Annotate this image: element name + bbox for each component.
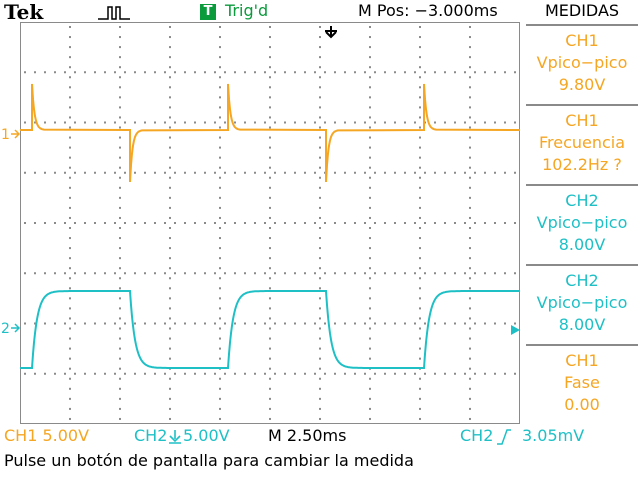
ch2-scale-label[interactable]: CH2 bbox=[134, 426, 168, 445]
run-acquisition-icon bbox=[98, 6, 130, 20]
horizontal-position: M Pos: −3.000ms bbox=[358, 1, 498, 20]
trigger-status: Trig'd bbox=[225, 1, 269, 20]
trigger-source[interactable]: CH2 bbox=[460, 426, 494, 445]
ch2-waveform bbox=[20, 290, 520, 369]
trigger-level-marker bbox=[511, 325, 520, 335]
menu-separator bbox=[526, 184, 638, 186]
measurement-value: 9.80V bbox=[558, 75, 606, 94]
trigger-position-marker bbox=[325, 26, 337, 39]
rising-edge-icon bbox=[497, 429, 511, 445]
measurement-4[interactable]: CH2 Vpico−pico 8.00V bbox=[526, 266, 638, 344]
ch2-marker-label: 2 bbox=[1, 321, 10, 337]
ch2-scale-value[interactable]: 5.00V bbox=[183, 426, 230, 445]
top-bar: Tek T Trig'd M Pos: −3.000ms MEDIDAS bbox=[0, 0, 640, 24]
measurement-3[interactable]: CH2 Vpico−pico 8.00V bbox=[526, 186, 638, 264]
measurement-name: Frecuencia bbox=[538, 133, 626, 152]
menu-separator bbox=[526, 104, 638, 106]
measurement-source: CH1 bbox=[565, 31, 599, 50]
measurement-source: CH1 bbox=[565, 351, 599, 370]
measurement-value: 0.00 bbox=[564, 395, 600, 414]
ch1-ground-marker: 1 bbox=[1, 127, 21, 143]
measurement-value: 102.2Hz ? bbox=[542, 155, 622, 174]
timebase[interactable]: M 2.50ms bbox=[268, 426, 347, 445]
measurement-name: Fase bbox=[564, 373, 600, 392]
ch1-scale[interactable]: CH1 5.00V bbox=[4, 426, 90, 445]
help-message: Pulse un botón de pantalla para cambiar … bbox=[4, 451, 414, 470]
measurement-source: CH1 bbox=[565, 111, 599, 130]
measurement-1[interactable]: CH1 Vpico−pico 9.80V bbox=[526, 26, 638, 104]
measurement-value: 8.00V bbox=[558, 315, 606, 334]
trigger-badge: T bbox=[200, 4, 216, 20]
measurement-name: Vpico−pico bbox=[536, 213, 628, 232]
bandwidth-limit-icon bbox=[169, 430, 181, 444]
measurement-source: CH2 bbox=[565, 271, 599, 290]
ch2-ground-marker: 2 bbox=[1, 321, 21, 337]
measurement-value: 8.00V bbox=[558, 235, 606, 254]
trigger-level[interactable]: 3.05mV bbox=[522, 426, 585, 445]
ch1-marker-label: 1 bbox=[1, 127, 10, 143]
menu-separator bbox=[526, 344, 638, 346]
status-bar: CH1 5.00V CH2 5.00V M 2.50ms CH2 3.05mV bbox=[0, 426, 640, 448]
measure-menu-title: MEDIDAS bbox=[544, 1, 620, 20]
menu-separator bbox=[526, 24, 638, 26]
measurement-2[interactable]: CH1 Frecuencia 102.2Hz ? bbox=[526, 106, 638, 184]
brand-logo: Tek bbox=[4, 0, 44, 24]
ch1-waveform bbox=[20, 83, 520, 183]
measurement-source: CH2 bbox=[565, 191, 599, 210]
graticule-border bbox=[20, 22, 520, 424]
graticule-grid bbox=[24, 26, 516, 420]
measurement-name: Vpico−pico bbox=[536, 53, 628, 72]
measurement-5[interactable]: CH1 Fase 0.00 bbox=[526, 346, 638, 424]
menu-separator bbox=[526, 264, 638, 266]
measurement-name: Vpico−pico bbox=[536, 293, 628, 312]
waveform-display[interactable] bbox=[20, 22, 520, 424]
